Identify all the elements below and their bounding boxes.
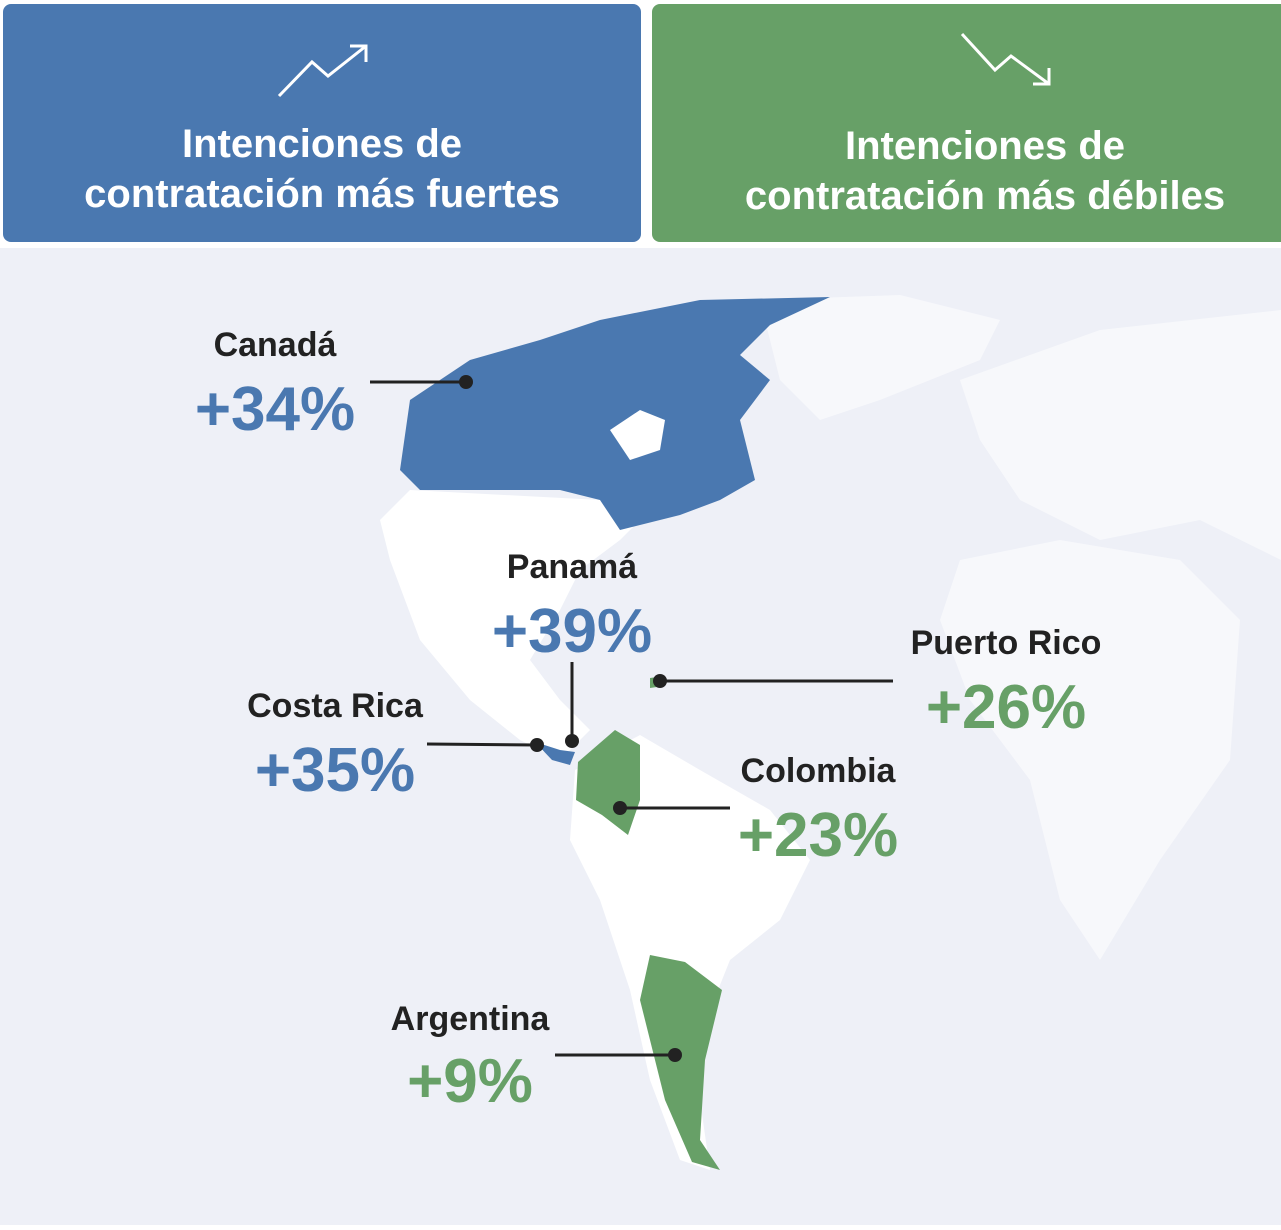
down-arrow-icon — [960, 32, 1050, 86]
hudson-bay — [610, 410, 665, 460]
country-value: +23% — [738, 801, 898, 870]
leader-line — [426, 742, 538, 747]
country-value: +35% — [255, 736, 415, 805]
location-dot — [668, 1048, 682, 1062]
country-value: +34% — [195, 375, 355, 444]
location-dot — [613, 801, 627, 815]
down-arrow-head — [1033, 68, 1051, 86]
header-title: contratación más fuertes — [84, 172, 560, 216]
strong-header — [3, 4, 641, 242]
header-title: Intenciones de — [845, 124, 1125, 168]
country-value: +26% — [926, 673, 1086, 742]
header-title: Intenciones de — [182, 122, 462, 166]
world-land — [760, 295, 1281, 960]
up-arrow-head — [350, 44, 368, 62]
central-america-shape — [535, 742, 575, 765]
header-title: contratación más débiles — [745, 174, 1225, 218]
up-arrow-icon — [277, 44, 367, 98]
country-name: Canadá — [214, 326, 337, 364]
country-name: Colombia — [741, 752, 897, 790]
country-name: Puerto Rico — [911, 624, 1102, 662]
south-america — [570, 735, 810, 1170]
location-dot — [653, 674, 667, 688]
location-dot — [459, 375, 473, 389]
argentina-shape — [640, 955, 722, 1170]
north-america — [380, 490, 640, 760]
country-value: +9% — [407, 1047, 533, 1116]
canada-shape — [400, 297, 830, 530]
country-name: Costa Rica — [247, 687, 424, 725]
weak-header — [652, 4, 1281, 242]
location-dot — [565, 734, 579, 748]
location-dot — [530, 738, 544, 752]
country-name: Panamá — [507, 548, 637, 586]
country-value: +39% — [492, 597, 652, 666]
country-name: Argentina — [391, 1000, 551, 1038]
